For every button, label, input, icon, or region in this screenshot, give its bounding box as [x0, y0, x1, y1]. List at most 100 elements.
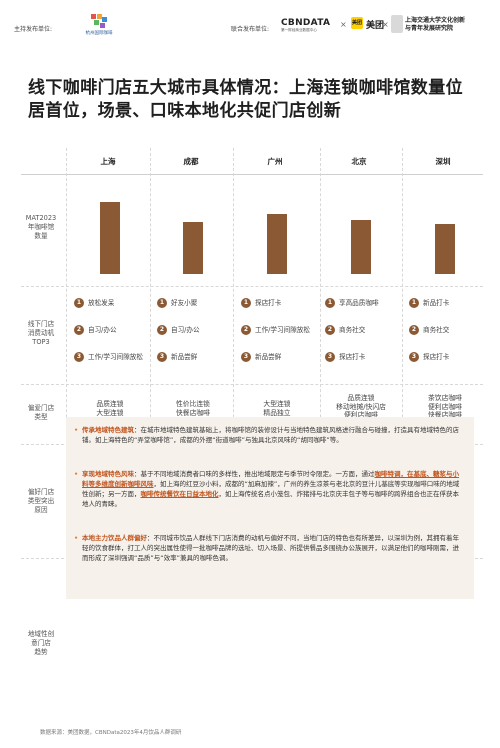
- trend-text-run: ：在城市地域特色建筑基础上，将咖啡馆的装修设计与当地特色建筑风格进行融合与碰撞，…: [82, 426, 459, 444]
- data-source-note: 数据来源：美团数据，CBNData2023年4月饮品人群调研: [40, 730, 182, 736]
- row-label-line: 线下门店: [27, 320, 55, 328]
- type-item: 性价比连锁: [176, 400, 210, 408]
- host-label: 主持发布单位:: [14, 26, 53, 33]
- row-label-motivation: 线下门店 消费动机 TOP3: [21, 320, 61, 347]
- word-cloud-guangzhou: 价格特色主题多渠道点单特色服务装修风格口味: [235, 148, 319, 520]
- regional-trends-box: • 传承地域特色建筑：在城市地域特色建筑基础上，将咖啡馆的装修设计与当地特色建筑风…: [66, 417, 474, 599]
- city-header-shenzhen: 深圳: [435, 157, 451, 166]
- trend-highlight: 咖啡传统餐饮在日益本地化: [140, 490, 219, 498]
- cbndata-subtitle: 第一财经商业数据中心: [281, 28, 317, 32]
- row-label-line: 原因: [34, 506, 48, 514]
- bullet-icon: •: [74, 426, 79, 434]
- meituan-badge: 美团: [351, 17, 363, 29]
- type-item: 品质连锁: [96, 400, 124, 408]
- type-item: 快餐店咖啡: [176, 408, 210, 417]
- column-divider: [320, 148, 321, 558]
- bar-beijing: [351, 220, 371, 274]
- type-item: 快餐店咖啡: [428, 411, 462, 419]
- trend-highlight: 传承地域特色建筑: [82, 426, 134, 434]
- motivation-text: 放松发呆: [88, 299, 115, 307]
- motivation-text: 好友小聚: [171, 299, 198, 307]
- motivation-text: 新品尝鲜: [255, 353, 282, 361]
- trend-text-run: ，如上海的红豆沙小料，成都的“加麻加辣”，广州的养生凉茶与老北京的豆汁儿基底等实…: [82, 480, 460, 498]
- rank-number-badge: 2: [74, 325, 84, 335]
- type-item: 大型连锁: [96, 408, 124, 417]
- row-label-mat: MAT2023 年咖啡馆 数量: [21, 214, 61, 241]
- cbndata-name: CBNDATA: [281, 18, 331, 28]
- trend-text: 享现地域特色风味：基于不同地域消费者口味的多样性，推出地域限定与季节时令限定。一…: [74, 469, 464, 509]
- word-cloud-shenzhen: 口味特色主题多渠道点单特色服务配餐: [403, 148, 487, 521]
- page-title: 线下咖啡门店五大城市具体情况：上海连锁咖啡馆数量位居首位，场景、口味本地化共促门…: [28, 78, 463, 121]
- row-label-line: 消费动机: [27, 329, 55, 337]
- rank-number-badge: 1: [74, 298, 84, 308]
- meituan-name: 美团: [366, 21, 385, 31]
- motivation-text: 探店打卡: [423, 353, 450, 361]
- row-label-line: TOP3: [32, 338, 50, 346]
- word-cloud-shanghai: 口味多渠道点单咖啡包装等餐时长配餐知名度服务态度: [68, 148, 152, 522]
- rank-number-badge: 3: [409, 352, 419, 362]
- motivation-text: 新品打卡: [423, 299, 450, 307]
- bar-chengdu: [183, 222, 203, 274]
- row-divider: [21, 286, 483, 287]
- cross-mark: ×: [382, 20, 389, 29]
- row-divider: [21, 384, 483, 385]
- city-header-chengdu: 成都: [183, 157, 199, 166]
- cbndata-logo: CBNDATA 第一财经商业数据中心: [281, 18, 337, 38]
- rank-number-badge: 2: [241, 325, 251, 335]
- row-label-type: 偏爱门店 类型: [21, 404, 61, 422]
- trend-item: • 传承地域特色建筑：在城市地域特色建筑基础上，将咖啡馆的装修设计与当地特色建筑风…: [74, 425, 464, 445]
- motivation-text: 商务社交: [339, 326, 366, 334]
- rank-number-badge: 1: [157, 298, 167, 308]
- trend-highlight: 享现地域特色风味: [82, 470, 134, 478]
- city-header-guangzhou: 广州: [267, 157, 283, 166]
- column-divider: [233, 148, 234, 558]
- column-divider: [150, 148, 151, 558]
- trend-highlight: 咖啡特调，在基底、糖浆与小料等多维度创新咖啡风味: [82, 470, 459, 488]
- type-item: 便利店咖啡: [344, 411, 378, 419]
- host-logo: 杭州国际咖啡: [81, 14, 117, 38]
- row-label-line: 偏爱门店: [27, 404, 55, 412]
- row-label-line: 地域性创: [27, 630, 55, 638]
- rank-number-badge: 2: [157, 325, 167, 335]
- type-item: 茶饮店咖啡: [428, 394, 462, 402]
- type-item: 大型连锁: [263, 400, 291, 408]
- bullet-icon: •: [74, 534, 79, 542]
- city-header-beijing: 北京: [351, 157, 367, 166]
- row-label-line: MAT2023: [25, 214, 57, 222]
- motivation-text: 探店打卡: [255, 299, 282, 307]
- report-header: 主持发布单位: 杭州国际咖啡 联合发布单位: CBNDATA 第一财经商业数据中…: [0, 0, 500, 44]
- trend-text-run: ：不同城市饮品人群线下门店消费的动机与偏好不同，当地门店的特色也有所差异，以深圳…: [82, 534, 459, 562]
- sjtu-name-line1: 上海交通大学文化创新: [405, 17, 466, 24]
- rank-number-badge: 2: [325, 325, 335, 335]
- row-label-reason: 偏好门店 类型突出 原因: [21, 488, 61, 515]
- co-publisher-label: 联合发布单位:: [231, 26, 270, 33]
- row-label-line: 趋势: [34, 648, 48, 656]
- sjtu-name-line2: 与青年发展研究院: [405, 25, 454, 32]
- trend-text-run: ：基于不同地域消费者口味的多样性，推出地域限定与季节时令限定。一方面，通过: [134, 470, 375, 478]
- row-label-line: 类型: [34, 413, 48, 421]
- row-divider: [21, 174, 483, 175]
- rank-number-badge: 3: [74, 352, 84, 362]
- rank-number-badge: 1: [325, 298, 335, 308]
- row-label-line: 数量: [34, 232, 48, 240]
- word-cloud-chengdu: 口味空间大小门店位置价格配餐: [151, 148, 235, 510]
- trend-item: • 本地主力饮品人群偏好：不同城市饮品人群线下门店消费的动机与偏好不同，当地门店的…: [74, 533, 464, 563]
- rank-number-badge: 3: [325, 352, 335, 362]
- bar-shanghai: [100, 202, 120, 274]
- trend-text: 传承地域特色建筑：在城市地域特色建筑基础上，将咖啡馆的装修设计与当地特色建筑风格…: [74, 425, 464, 445]
- trend-text: 本地主力饮品人群偏好：不同城市饮品人群线下门店消费的动机与偏好不同，当地门店的特…: [74, 533, 464, 563]
- rank-number-badge: 1: [241, 298, 251, 308]
- rank-number-badge: 1: [409, 298, 419, 308]
- motivation-text: 新品尝鲜: [171, 353, 198, 361]
- motivation-text: 自习/办公: [171, 326, 200, 334]
- bar-shenzhen: [435, 223, 455, 274]
- word-cloud-beijing: 品质等餐时长服务态度特色主题装修风格口味: [319, 148, 403, 529]
- bullet-icon: •: [74, 470, 79, 478]
- column-divider: [66, 148, 67, 558]
- row-label-trend: 地域性创 意门店 趋势: [21, 630, 61, 657]
- coffee-logo-icon: [91, 14, 107, 28]
- type-item: 精品独立: [263, 408, 291, 417]
- sjtu-emblem-icon: [391, 15, 403, 33]
- trend-text-run: ，如上海传统名点小笼包、炸猪排与北京庆丰包子等与咖啡的跨界组合也正在俘获本地人的…: [82, 490, 459, 508]
- row-label-line: 类型突出: [27, 497, 55, 505]
